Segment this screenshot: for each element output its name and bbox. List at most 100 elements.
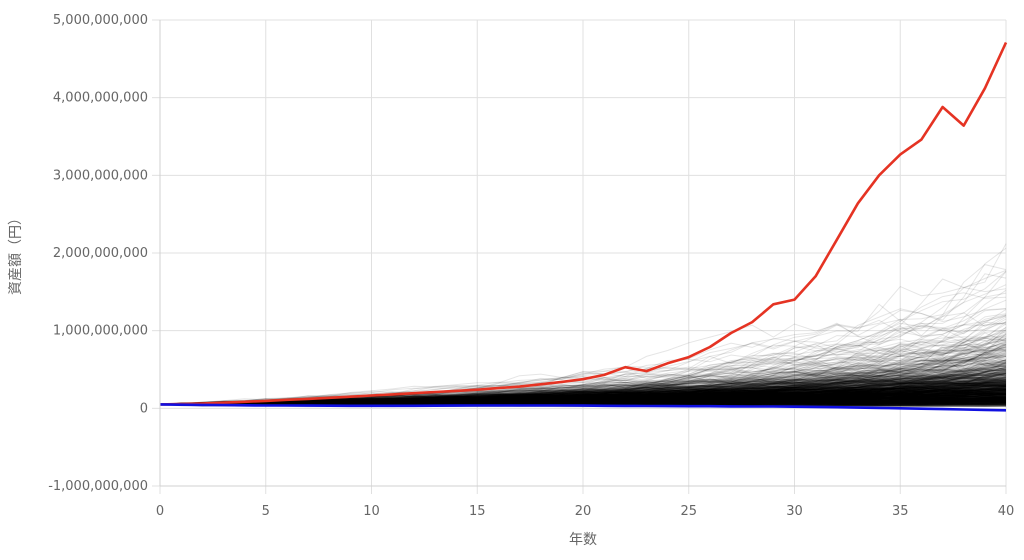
simulation-line — [159, 393, 1007, 405]
simulation-line — [159, 368, 1007, 406]
simulation-line — [159, 387, 1007, 406]
simulation-line — [159, 380, 1007, 406]
simulation-line — [159, 389, 1007, 406]
simulation-line — [159, 372, 1007, 406]
simulation-line — [159, 389, 1007, 406]
simulation-line — [160, 379, 1007, 405]
simulation-line — [159, 400, 1007, 406]
simulation-line — [159, 360, 1007, 405]
simulation-line — [159, 401, 1007, 406]
simulation-line — [159, 400, 1007, 406]
simulation-line — [159, 380, 1007, 405]
simulation-line — [159, 369, 1007, 406]
x-tick-label: 40 — [998, 504, 1015, 519]
simulation-line — [159, 392, 1007, 406]
simulation-line — [159, 269, 1007, 405]
simulation-line — [160, 381, 1007, 405]
simulation-line — [159, 389, 1007, 406]
simulation-line — [159, 400, 1007, 406]
simulation-line — [159, 398, 1007, 405]
y-tick-label: 2,000,000,000 — [53, 246, 148, 261]
simulation-line — [159, 359, 1007, 406]
simulation-line — [159, 379, 1007, 405]
simulation-line — [159, 353, 1007, 406]
simulation-line — [159, 389, 1007, 406]
simulation-line — [159, 388, 1007, 405]
simulation-line — [159, 386, 1007, 406]
simulation-line — [159, 391, 1007, 405]
x-tick-label: 10 — [363, 504, 380, 519]
simulation-line — [159, 327, 1007, 405]
simulation-line — [159, 318, 1007, 406]
simulation-line — [159, 392, 1007, 405]
simulation-line — [159, 399, 1007, 405]
simulation-line — [159, 396, 1007, 406]
simulation-line — [160, 386, 1007, 406]
simulation-line — [159, 395, 1007, 405]
simulation-line — [159, 375, 1007, 406]
simulation-line — [160, 400, 1007, 406]
simulation-line — [159, 400, 1007, 406]
grid-layer — [159, 19, 1007, 487]
simulation-line — [160, 394, 1007, 405]
simulation-line — [159, 387, 1007, 406]
simulation-line — [160, 393, 1007, 406]
simulation-line — [159, 394, 1007, 405]
simulation-line — [159, 370, 1007, 406]
simulation-line — [159, 376, 1007, 406]
simulation-line — [159, 394, 1007, 405]
simulation-line — [160, 389, 1007, 405]
simulation-line — [159, 391, 1007, 405]
simulation-line — [159, 390, 1007, 406]
simulation-line — [159, 380, 1007, 405]
simulation-line — [160, 385, 1007, 405]
simulation-line — [159, 340, 1007, 406]
simulation-line — [159, 392, 1007, 405]
simulation-line — [159, 352, 1007, 405]
simulation-line — [159, 399, 1007, 406]
simulation-line — [159, 394, 1007, 405]
simulation-line — [159, 393, 1007, 405]
simulation-line — [159, 392, 1007, 406]
simulation-line — [159, 400, 1007, 406]
simulation-line — [159, 395, 1007, 406]
simulation-line — [159, 351, 1007, 405]
simulation-line — [159, 398, 1007, 406]
simulation-line — [159, 399, 1007, 406]
simulation-line — [159, 384, 1007, 405]
simulation-line — [159, 361, 1007, 406]
simulation-line — [159, 394, 1007, 405]
simulation-line — [159, 401, 1007, 406]
simulation-line — [159, 384, 1007, 406]
simulation-line — [159, 333, 1007, 406]
simulation-line — [159, 377, 1007, 406]
simulation-line — [159, 388, 1007, 406]
simulation-line — [159, 400, 1007, 405]
simulation-line — [159, 385, 1007, 405]
simulation-line — [160, 384, 1007, 406]
simulation-line — [159, 346, 1007, 405]
simulation-line — [159, 337, 1007, 405]
simulation-line — [159, 392, 1007, 406]
simulation-line — [159, 389, 1007, 405]
simulation-line — [159, 362, 1007, 405]
simulation-line — [159, 382, 1007, 405]
simulation-line — [159, 379, 1007, 405]
simulation-line — [159, 398, 1007, 405]
simulation-line — [159, 370, 1007, 405]
simulation-line — [159, 376, 1007, 406]
simulation-line — [160, 380, 1007, 406]
simulation-line — [159, 388, 1007, 405]
simulation-line — [159, 384, 1007, 405]
simulation-line — [159, 371, 1007, 405]
simulation-line — [159, 376, 1007, 405]
simulation-line — [159, 397, 1007, 405]
simulation-line — [159, 384, 1007, 407]
simulation-line — [159, 387, 1007, 406]
simulation-line — [159, 386, 1007, 406]
simulation-line — [159, 382, 1007, 406]
simulation-line — [159, 383, 1007, 406]
simulation-line — [159, 379, 1007, 405]
simulation-line — [159, 396, 1007, 406]
simulation-line — [159, 389, 1007, 405]
